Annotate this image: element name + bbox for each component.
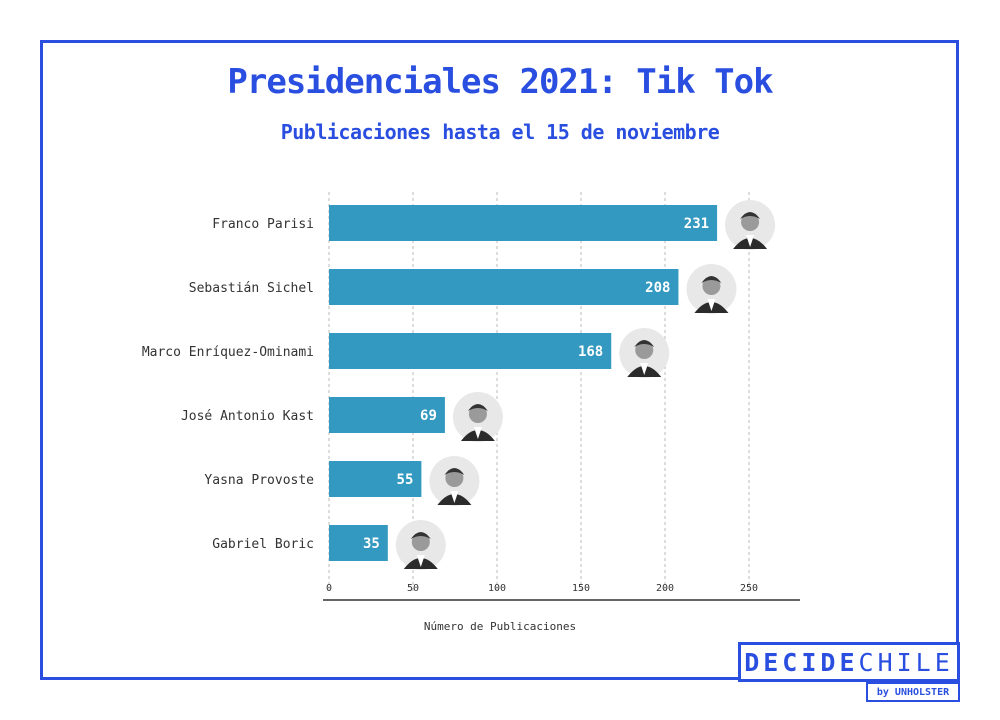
bar (329, 525, 388, 561)
avatar-collar-icon (416, 555, 425, 567)
avatar-hair-icon (740, 212, 761, 219)
data-label: 208 (645, 280, 670, 296)
bar (329, 205, 718, 241)
avatar-collar-icon (450, 491, 459, 503)
bar (329, 333, 612, 369)
avatar-hair-icon (410, 532, 431, 539)
avatar-hair-icon (634, 340, 655, 347)
page-title: Presidenciales 2021: Tik Tok (227, 62, 773, 102)
x-tick-label: 150 (572, 583, 590, 594)
data-label: 69 (420, 408, 437, 424)
avatar-collar-icon (473, 427, 482, 439)
avatar-collar-icon (707, 299, 716, 311)
avatar-face-icon (702, 277, 721, 295)
x-tick-label: 100 (488, 583, 506, 594)
logo-bold-text: DECIDE (744, 647, 859, 677)
x-axis-label: Número de Publicaciones (424, 620, 576, 633)
x-tick-label: 0 (326, 583, 332, 594)
avatar-collar-icon (746, 235, 755, 247)
logo-light-text: CHILE (858, 647, 954, 677)
avatar-face-icon (468, 405, 487, 423)
category-label: Marco Enríquez-Ominami (142, 345, 314, 360)
chart-frame (40, 40, 959, 680)
bar (329, 397, 445, 433)
avatar-hair-icon (444, 468, 465, 475)
data-label: 55 (397, 472, 414, 488)
data-label: 35 (363, 536, 380, 552)
category-label: Sebastián Sichel (189, 281, 314, 296)
avatar-face-icon (741, 213, 760, 231)
avatar-hair-icon (701, 276, 722, 283)
category-label: José Antonio Kast (181, 409, 314, 424)
data-label: 168 (578, 344, 603, 360)
page-subtitle: Publicaciones hasta el 15 de noviembre (280, 120, 720, 144)
byline-badge: by UNHOLSTER (866, 682, 960, 702)
avatar-face-icon (445, 469, 464, 487)
x-tick-label: 50 (407, 583, 419, 594)
bar (329, 461, 422, 497)
bar (329, 269, 679, 305)
category-label: Gabriel Boric (212, 537, 314, 552)
avatar-face-icon (411, 533, 430, 551)
x-tick-label: 200 (656, 583, 674, 594)
avatar-face-icon (635, 341, 654, 359)
category-label: Yasna Provoste (204, 473, 314, 488)
avatar-hair-icon (467, 404, 488, 411)
data-label: 231 (684, 216, 709, 232)
decidechile-logo: DECIDE CHILE (738, 642, 960, 682)
category-label: Franco Parisi (212, 217, 314, 232)
avatar-collar-icon (640, 363, 649, 375)
x-tick-label: 250 (740, 583, 758, 594)
